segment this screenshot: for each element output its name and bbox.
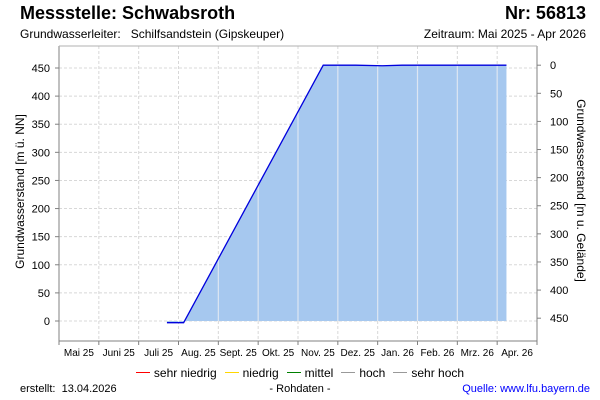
created-info: erstellt: 13.04.2026 (20, 383, 117, 395)
y-tick-label-left: 350 (32, 119, 50, 131)
y-tick-label-right: 300 (550, 229, 568, 241)
y-tick-label-right: 200 (550, 173, 568, 185)
legend-label: mittel (304, 366, 334, 380)
y-tick-label-left: 50 (38, 288, 50, 300)
x-tick-label: Mai 25 (64, 348, 94, 359)
legend-swatch-icon (341, 372, 356, 374)
aquifer-label: Grundwasserleiter: (20, 27, 121, 41)
y-tick-label-left: 300 (32, 147, 50, 159)
source-link[interactable]: Quelle: www.lfu.bayern.de (462, 383, 590, 395)
y-tick-label-left: 450 (32, 63, 50, 75)
page-title: Messstelle: Schwabsroth (20, 3, 236, 23)
y-tick-label-right: 150 (550, 145, 568, 157)
aquifer-value: Schilfsandstein (Gipskeuper) (130, 27, 285, 41)
legend-item: sehr hoch (393, 366, 464, 380)
y-tick-label-right: 350 (550, 257, 568, 269)
y-tick-label-left: 150 (32, 232, 50, 244)
y-tick-label-right: 50 (550, 88, 562, 100)
created-label: erstellt: (20, 383, 56, 395)
y-tick-label-right: 450 (550, 313, 568, 325)
x-tick-label: Juli 25 (144, 348, 173, 359)
data-type-label: - Rohdaten - (269, 383, 331, 395)
data-line (166, 64, 507, 324)
y-axis-label-left: Grundwasserstand [m ü. NN] (13, 114, 27, 269)
data-area (166, 65, 507, 323)
y-tick-label-right: 400 (550, 285, 568, 297)
x-tick-label: Feb. 26 (420, 348, 454, 359)
legend: sehr niedrig niedrig mittel hoch sehr hoch (0, 366, 600, 380)
legend-swatch-icon (393, 372, 408, 374)
y-tick-label-left: 0 (44, 316, 50, 328)
aquifer-info: Grundwasserleiter: Schilfsandstein (Gipsk… (20, 27, 284, 41)
legend-label: sehr hoch (411, 366, 465, 380)
x-tick-label: Mrz. 26 (461, 348, 495, 359)
station-number: Nr: 56813 (504, 3, 586, 23)
legend-label: hoch (359, 366, 386, 380)
y-tick-label-right: 0 (550, 60, 556, 72)
x-tick-label: Okt. 25 (262, 348, 295, 359)
y-tick-label-left: 100 (32, 260, 50, 272)
x-tick-label: Dez. 25 (341, 348, 376, 359)
x-tick-label: Nov. 25 (301, 348, 335, 359)
legend-swatch-icon (286, 372, 301, 374)
period-label: Zeitraum: Mai 2025 - Apr 2026 (423, 27, 586, 41)
legend-swatch-icon (135, 372, 150, 374)
legend-label: niedrig (242, 366, 279, 380)
legend-item: hoch (341, 366, 385, 380)
y-axis-label-right: Grundwasserstand [m u. Gelände] (574, 99, 588, 282)
x-tick-label: Juni 25 (103, 348, 136, 359)
legend-item: niedrig (224, 366, 279, 380)
x-tick-label: Sept. 25 (220, 348, 258, 359)
legend-swatch-icon (224, 372, 239, 374)
x-tick-label: Aug. 25 (181, 348, 216, 359)
x-tick-label: Apr. 26 (501, 348, 533, 359)
legend-item: sehr niedrig (135, 366, 217, 380)
legend-label: sehr niedrig (153, 366, 217, 380)
legend-item: mittel (286, 366, 334, 380)
y-tick-label-left: 200 (32, 204, 50, 216)
x-tick-label: Jan. 26 (381, 348, 414, 359)
created-date: 13.04.2026 (61, 383, 117, 395)
y-tick-label-right: 250 (550, 201, 568, 213)
y-tick-label-left: 250 (32, 175, 50, 187)
y-tick-label-left: 400 (32, 91, 50, 103)
y-tick-label-right: 100 (550, 116, 568, 128)
